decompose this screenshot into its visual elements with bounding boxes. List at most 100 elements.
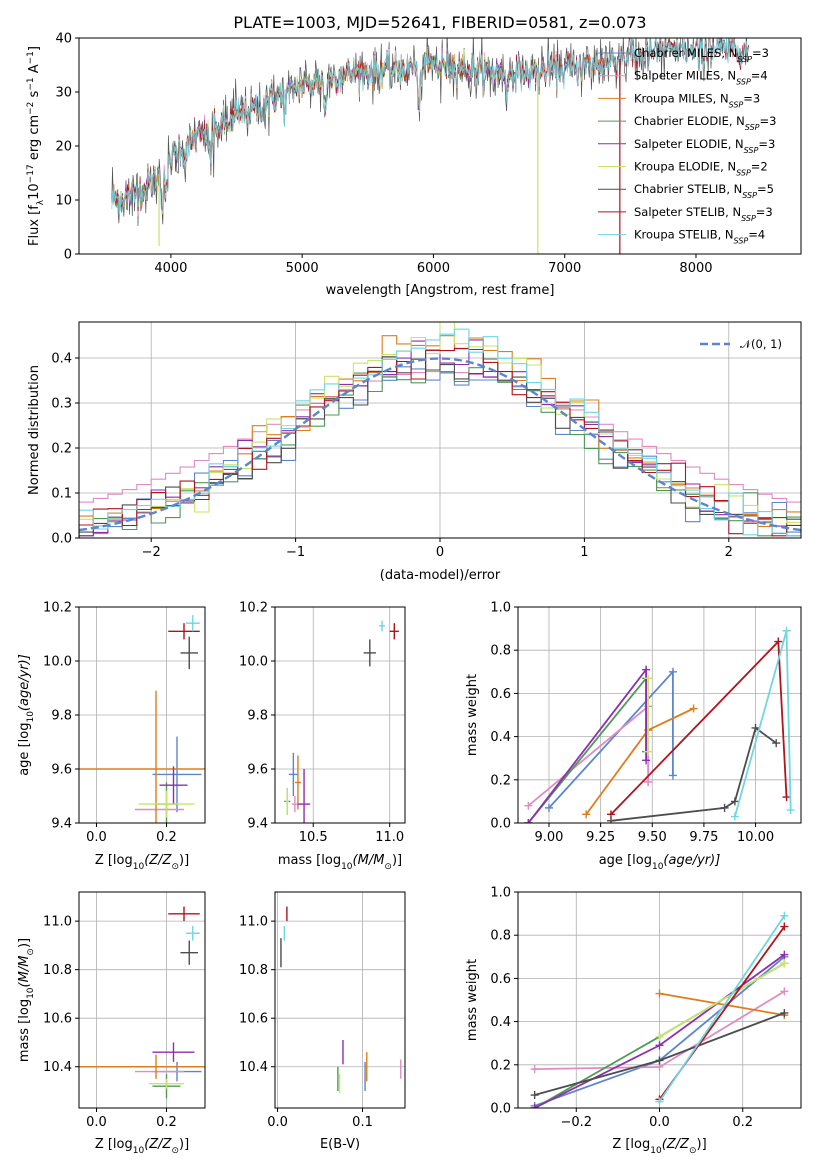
spectrum-panel-plot (111, 38, 749, 254)
weight_vs_Z-xlabel-part: )] (697, 1137, 707, 1152)
mass_vs_EBV-panel-frame (274, 891, 406, 1109)
age_vs_Z-xlabel-part: (Z/Z (144, 853, 172, 868)
mass_vs_Z-xlabel-part: 10 (133, 1146, 145, 1156)
weight_vs_Z-xlabel-part: (Z/Z (662, 1137, 690, 1152)
mass_vs_Z-ylabel: mass [log10(M/M⊙)] (17, 938, 36, 1062)
weight_vs_Z-point-marker (530, 1091, 539, 1100)
age_vs_mass-panel-ytick-label: 10.2 (239, 601, 268, 616)
spectrum-legend-label-text: Chabrier MILES, N (634, 46, 737, 60)
spectrum-legend-label: Chabrier MILES, NSSP=3 (634, 46, 769, 64)
spectrum-legend-label-sub: SSP (744, 145, 759, 154)
spectrum-panel: 4000 5000 6000 7000 8000 0 10 20 30 40 (55, 32, 802, 276)
spectrum-ylabel-part: −1 (26, 77, 36, 90)
weight_vs_Z-point-marker (780, 1008, 789, 1017)
age_vs_mass-xlabel-part: mass [log (278, 853, 341, 868)
weight_vs_age-point-marker (720, 803, 729, 812)
weight_vs_age-point-marker (642, 665, 651, 674)
age_vs_mass-xlabel: mass [log10(M/M⊙)] (278, 853, 402, 872)
spectrum-panel-ytick-label: 40 (55, 32, 72, 47)
spectrum-panel-ytick-label: 10 (55, 194, 72, 209)
spectrum-ylabel-part: Flux [f (27, 205, 42, 246)
weight_vs_age-panel-xtick-label: 9.75 (689, 830, 718, 845)
age_vs_mass-xlabel-part: )] (392, 853, 402, 868)
age_vs_mass-panel-frame (274, 606, 406, 824)
spectrum-legend-label-tail: =4 (748, 228, 765, 242)
age_vs_mass-panel: 10.5 11.0 9.4 9.6 9.8 10.0 10.2 (239, 601, 406, 845)
residuals-panel-xtick-label: 0 (436, 545, 444, 560)
weight_vs_age-panel-ytick-label: 0.2 (490, 773, 511, 788)
spectrum-ylabel-part: erg cm (27, 115, 42, 164)
weight_vs_age-point-marker (786, 806, 795, 815)
residuals-panel-xtick-label: −2 (142, 545, 161, 560)
mass_vs_EBV-panel-ytick-label: 10.6 (239, 1012, 268, 1027)
mass_vs_EBV-panel-ytick-label: 10.8 (239, 963, 268, 978)
mass_vs_Z-xlabel-part: ⊙ (171, 1146, 179, 1156)
spectrum-legend-label-sub: SSP (745, 123, 760, 132)
weight_vs_Z-panel-ytick-label: 0.0 (490, 1102, 511, 1117)
weight_vs_Z-point-marker (655, 1032, 664, 1041)
mass_vs_EBV-panel: 0.0 0.1 10.4 10.6 10.8 11.0 (239, 891, 406, 1130)
spectrum-legend-label-sub: SSP (741, 213, 756, 222)
figure-title: PLATE=1003, MJD=52641, FIBERID=0581, z=0… (233, 13, 646, 32)
mass_vs_EBV-panel-xtick-label: 0.0 (267, 1115, 288, 1130)
residuals-panel-ytick-label: 0.0 (51, 532, 72, 547)
spectrum-ylabel-part: 10 (27, 183, 42, 200)
spectrum-legend-label-tail: =2 (751, 160, 768, 174)
spectrum-ylabel-part: A (27, 64, 42, 77)
residual-histogram (79, 322, 801, 538)
residuals-panel-frame (78, 321, 802, 539)
weight_vs_Z-xlabel-part: ⊙ (689, 1146, 697, 1156)
weight_vs_age-xlabel-part: 10 (652, 862, 664, 872)
age_vs_Z-panel-ytick-label: 10.0 (43, 655, 72, 670)
age_vs_Z-panel-plot (79, 607, 205, 823)
weight_vs_age-point-marker (582, 810, 591, 819)
spectrum-legend-label-sub: SSP (734, 236, 749, 245)
spectrum-xlabel: wavelength [Angstrom, rest frame] (326, 283, 555, 298)
weight_vs_age-panel-ytick-label: 0.6 (490, 687, 511, 702)
mass_vs_Z-panel-ytick-label: 11.0 (43, 915, 72, 930)
weight_vs_age-xlabel-part: age [log (599, 853, 652, 868)
weight_vs_Z-panel-ytick-label: 1.0 (490, 886, 511, 901)
mass_vs_EBV-panel-xtick-label: 0.1 (352, 1115, 373, 1130)
weight_vs_age-xlabel-part: (age/yr)] (663, 853, 720, 868)
spectrum-panel-ytick-label: 30 (55, 86, 72, 101)
weight_vs_Z-point-marker (530, 1065, 539, 1074)
normal-curve (79, 357, 801, 532)
residuals-legend-label: 𝒩(0, 1) (740, 337, 782, 351)
residuals-panel: −2 −1 0 1 2 0.0 0.1 0.2 0.3 0.4 (51, 321, 802, 560)
age_vs_Z-ylabel-part: (age/yr)] (17, 654, 32, 711)
weight_vs_age-series-line (610, 726, 777, 822)
weight_vs_age-point-marker (774, 637, 783, 646)
mass_vs_EBV-panel-ytick-label: 10.4 (239, 1060, 268, 1075)
weight_vs_age-point-marker (544, 803, 553, 812)
weight_vs_age-point-marker (689, 704, 698, 713)
mass_vs_Z-panel-ytick-label: 10.6 (43, 1012, 72, 1027)
weight_vs_Z-panel-xtick-label: 0.2 (732, 1115, 753, 1130)
weight_vs_age-point-marker (644, 674, 653, 683)
spectrum-panel-xtick-label: 8000 (679, 261, 712, 276)
spectrum-legend-label-text: Salpeter STELIB, N (634, 205, 741, 219)
spectrum-legend-label-tail: =3 (760, 114, 777, 128)
weight_vs_Z-point-marker (780, 959, 789, 968)
weight_vs_Z-point-marker (780, 922, 789, 931)
weight_vs_Z-panel-ytick-label: 0.8 (490, 929, 511, 944)
weight_vs_Z-series-line (658, 915, 786, 1103)
spectrum-ylabel-part: −17 (26, 164, 36, 183)
spectrum-panel-xtick-label: 7000 (548, 261, 581, 276)
weight_vs_age-panel-ytick-label: 0.4 (490, 730, 511, 745)
weight_vs_Z-series-line (659, 992, 785, 1016)
spectrum-legend-label-tail: =4 (751, 69, 768, 83)
weight_vs_age-panel-xtick-label: 10.00 (737, 830, 774, 845)
weight_vs_age-panel-xtick-label: 9.25 (586, 830, 615, 845)
age_vs_mass-panel-xtick-label: 11.0 (375, 830, 404, 845)
spectrum-legend-label-text: Chabrier STELIB, N (634, 182, 742, 196)
weight_vs_age-point-marker (644, 747, 653, 756)
age_vs_mass-panel-ytick-label: 9.4 (247, 817, 268, 832)
weight_vs_age-point-marker (642, 756, 651, 765)
mass_vs_Z-ylabel-part: (M/M (17, 956, 32, 988)
weight_vs_Z-point-marker (655, 1056, 664, 1065)
mass_vs_EBV-xlabel: E(B-V) (320, 1137, 360, 1152)
spectrum-legend-label-tail: =3 (758, 137, 775, 151)
mass_vs_Z-xlabel-part: )] (179, 1137, 189, 1152)
spectrum-panel-xtick-label: 4000 (154, 261, 187, 276)
